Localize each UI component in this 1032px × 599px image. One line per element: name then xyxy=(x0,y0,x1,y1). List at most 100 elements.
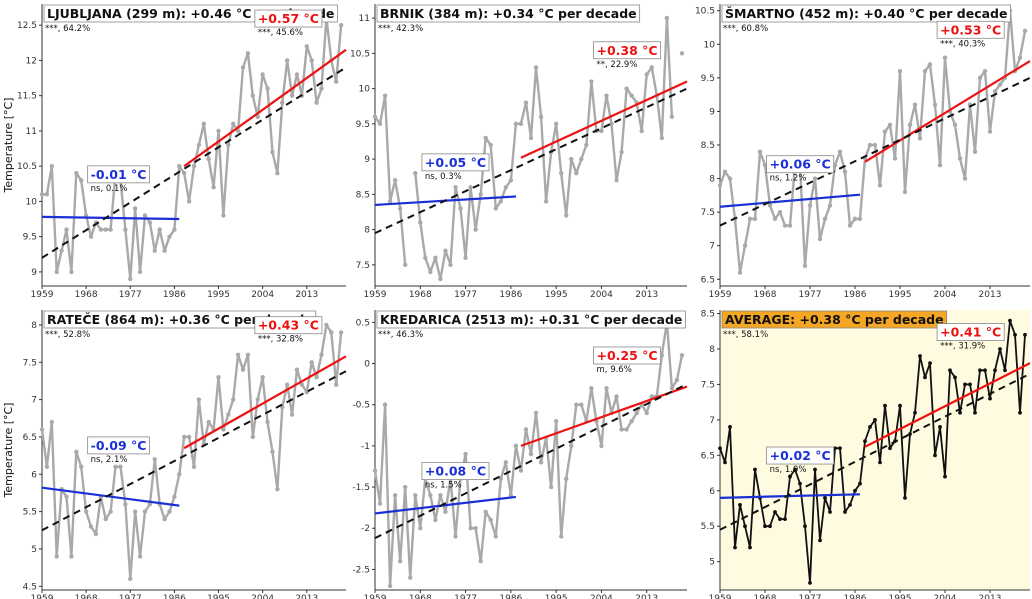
data-point xyxy=(882,129,888,134)
data-point xyxy=(822,216,828,222)
data-point xyxy=(221,213,226,218)
data-point xyxy=(438,493,443,498)
data-point xyxy=(299,382,305,387)
data-point xyxy=(837,149,843,154)
data-point xyxy=(669,386,675,391)
data-point xyxy=(863,439,867,444)
data-point xyxy=(428,493,433,498)
y-tick-label: 7.5 xyxy=(701,208,715,218)
data-point xyxy=(324,322,329,328)
late-trend-line xyxy=(520,385,688,447)
overall-trend-line xyxy=(719,372,1031,531)
data-point xyxy=(103,227,108,232)
data-point xyxy=(787,223,793,228)
data-point xyxy=(782,223,788,228)
y-tick-label: 9 xyxy=(31,268,37,278)
data-point xyxy=(265,86,270,91)
data-point xyxy=(167,509,172,514)
data-point xyxy=(538,114,544,120)
data-point xyxy=(847,223,853,228)
chart-panel: -2.5 -2 -1.5 -1 -0.5 0 0.5 1959 1968 1977 1986 1995… xyxy=(352,310,688,599)
data-point xyxy=(289,93,295,98)
x-tick-label: 1995 xyxy=(207,290,230,300)
y-tick-label: 8 xyxy=(709,345,715,355)
overall-trend-line xyxy=(374,87,688,235)
data-point xyxy=(275,487,280,492)
data-point xyxy=(903,495,907,500)
x-tick-label: 1977 xyxy=(119,290,142,300)
data-point xyxy=(498,476,504,482)
y-tick-label: 7.5 xyxy=(356,261,370,271)
data-point xyxy=(216,375,221,380)
data-point xyxy=(718,446,722,451)
x-tick-label: 1995 xyxy=(545,594,568,599)
data-point xyxy=(513,121,519,127)
data-point xyxy=(132,206,138,211)
data-point xyxy=(438,276,443,282)
y-tick-label: 9.5 xyxy=(356,120,370,130)
x-tick-label: 2004 xyxy=(934,290,957,300)
data-point xyxy=(649,394,654,399)
data-point xyxy=(211,185,216,190)
data-point xyxy=(284,382,290,387)
data-point xyxy=(767,203,773,208)
data-point xyxy=(448,262,453,268)
y-tick-label: 5 xyxy=(31,545,37,555)
data-point xyxy=(488,517,493,523)
x-tick-label: 1959 xyxy=(709,594,732,599)
data-point xyxy=(807,203,813,208)
data-point xyxy=(157,227,162,232)
data-point xyxy=(463,451,468,457)
x-tick-label: 2004 xyxy=(590,594,613,599)
y-axis-title: Temperature [°C] xyxy=(2,403,15,499)
data-point xyxy=(717,183,723,188)
data-point xyxy=(737,270,743,275)
x-tick-label: 1977 xyxy=(799,290,822,300)
data-point xyxy=(763,524,767,529)
data-point xyxy=(79,178,84,183)
early-trend-stats: ns, 1.5% xyxy=(425,481,462,491)
data-point xyxy=(938,425,942,429)
data-point xyxy=(877,183,883,188)
data-point xyxy=(428,269,433,275)
data-point xyxy=(88,524,94,529)
x-tick-label: 1977 xyxy=(119,594,142,599)
y-tick-label: 5.5 xyxy=(23,508,37,518)
early-trend-label-box xyxy=(87,165,150,184)
chart-panel: 4.5 5 5.5 6 6.5 7 7.5 8 1959 1968 1977 1986 1995 2004… xyxy=(2,310,347,599)
y-tick-label: 8 xyxy=(709,175,715,185)
data-point xyxy=(933,453,937,458)
data-point xyxy=(284,58,290,63)
data-point xyxy=(772,216,778,222)
panel-title-box xyxy=(376,310,686,329)
x-tick-label: 1995 xyxy=(545,290,568,300)
x-tick-label: 1968 xyxy=(754,594,777,599)
data-point xyxy=(868,425,872,429)
data-point xyxy=(206,419,211,425)
x-tick-label: 2004 xyxy=(251,290,274,300)
y-tick-label: 7 xyxy=(709,416,715,426)
y-tick-label: 7.5 xyxy=(701,380,715,390)
data-point xyxy=(917,136,923,141)
data-point xyxy=(453,185,458,190)
data-point xyxy=(538,460,544,465)
data-point xyxy=(245,51,251,56)
data-point xyxy=(74,449,79,455)
data-point xyxy=(564,476,569,482)
data-point xyxy=(1017,55,1023,60)
data-point xyxy=(270,149,275,155)
series-line xyxy=(718,9,1027,274)
data-point xyxy=(528,135,534,141)
x-tick-label: 1995 xyxy=(889,594,912,599)
data-point xyxy=(773,510,777,514)
data-point xyxy=(483,135,488,141)
overall-significance: ***, 42.3% xyxy=(378,24,423,34)
panel-title-box xyxy=(721,4,1011,23)
data-point xyxy=(503,460,509,465)
series-line xyxy=(414,16,674,281)
y-tick-label: 5.5 xyxy=(701,522,715,532)
data-point xyxy=(231,397,236,402)
data-point xyxy=(968,382,972,387)
data-point xyxy=(599,443,604,449)
late-trend-line xyxy=(520,80,688,159)
